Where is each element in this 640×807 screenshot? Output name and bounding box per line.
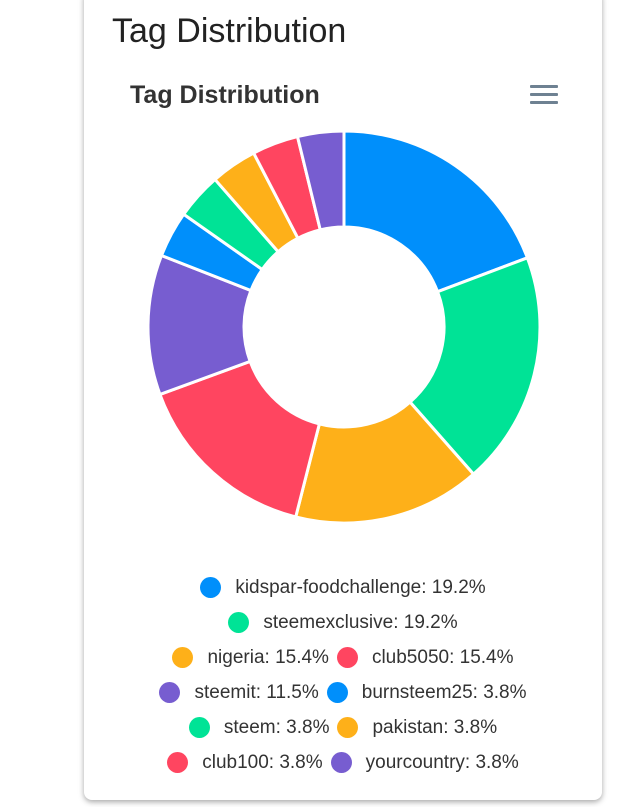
legend-item[interactable]: pakistan: 3.8% [337, 717, 497, 739]
legend-label: yourcountry: 3.8% [365, 751, 519, 773]
legend-item[interactable]: yourcountry: 3.8% [330, 751, 519, 774]
legend-item[interactable]: steem: 3.8% [188, 716, 330, 739]
chart-legend: kidspar-foodchallenge: 19.2% steemexclusi… [84, 570, 602, 775]
legend-item[interactable]: steemexclusive: 19.2% [228, 611, 458, 634]
legend-label: kidspar-foodchallenge: 19.2% [235, 576, 486, 598]
donut-slice-steemexclusive[interactable] [407, 255, 542, 477]
legend-label: steemexclusive: 19.2% [263, 611, 458, 633]
legend-row: kidspar-foodchallenge: 19.2% [84, 570, 602, 605]
legend-label: nigeria: 15.4% [207, 646, 329, 668]
legend-marker-icon [167, 752, 189, 773]
card-title: Tag Distribution [112, 12, 347, 50]
legend-item[interactable]: steemit: 11.5% [159, 681, 319, 704]
legend-row: steemexclusive: 19.2% [84, 605, 602, 640]
legend-marker-icon [159, 682, 181, 703]
legend-label: club100: 3.8% [202, 751, 323, 773]
legend-marker-icon [200, 577, 222, 598]
legend-marker-icon [172, 647, 194, 668]
legend-row: club100: 3.8% yourcountry: 3.8% [84, 745, 602, 775]
legend-marker-icon [188, 717, 210, 738]
legend-label: steem: 3.8% [223, 716, 330, 738]
legend-item[interactable]: club5050: 15.4% [336, 646, 514, 669]
donut-slice-nigeria[interactable] [293, 399, 476, 525]
legend-marker-icon [326, 682, 348, 703]
hamburger-menu-icon[interactable] [530, 85, 558, 105]
legend-label: steemit: 11.5% [194, 681, 319, 703]
legend-marker-icon [330, 752, 352, 773]
legend-item[interactable]: kidspar-foodchallenge: 19.2% [200, 576, 486, 599]
legend-label: pakistan: 3.8% [372, 716, 498, 738]
legend-row: steem: 3.8% pakistan: 3.8% [84, 710, 602, 745]
chart-title: Tag Distribution [130, 81, 320, 109]
legend-marker-icon [228, 612, 250, 633]
legend-label: club5050: 15.4% [371, 646, 514, 668]
legend-item[interactable]: club100: 3.8% [167, 751, 323, 774]
legend-label: burnsteem25: 3.8% [361, 681, 527, 703]
donut-slice-yourcountry[interactable] [295, 129, 346, 232]
legend-row: steemit: 11.5% burnsteem25: 3.8% [84, 675, 602, 710]
legend-marker-icon [336, 647, 358, 668]
donut-slice-kidspar-foodchallenge[interactable] [342, 129, 530, 294]
legend-item[interactable]: nigeria: 15.4% [172, 646, 329, 669]
legend-item[interactable]: burnsteem25: 3.8% [326, 681, 527, 704]
donut-slice-club5050[interactable] [158, 359, 322, 519]
legend-marker-icon [337, 717, 359, 738]
legend-row: nigeria: 15.4% club5050: 15.4% [84, 640, 602, 675]
